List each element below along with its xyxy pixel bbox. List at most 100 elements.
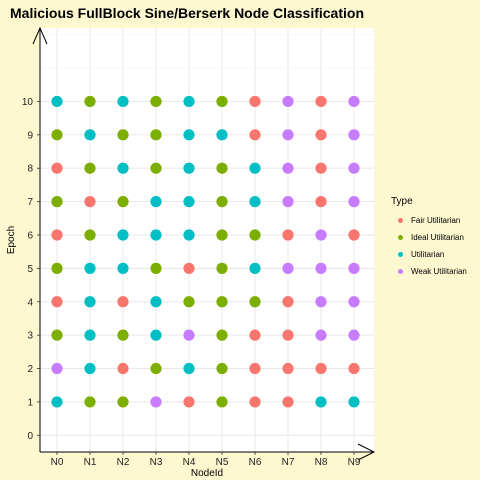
data-point <box>150 396 162 408</box>
x-tick-label: N4 <box>183 457 196 468</box>
data-point <box>150 95 162 108</box>
data-point <box>348 229 360 241</box>
data-point <box>315 162 327 174</box>
data-point <box>315 262 327 274</box>
data-point <box>84 229 96 241</box>
data-point <box>183 196 195 208</box>
data-point <box>216 229 228 241</box>
data-point <box>150 129 162 141</box>
data-point <box>315 396 327 408</box>
legend-item-utilitarian: Utilitarian <box>390 246 467 263</box>
legend-label: Weak Utilitarian <box>411 267 467 276</box>
x-tick-label: N1 <box>84 457 97 468</box>
legend-item-fair: Fair Utilitarian <box>390 212 467 229</box>
data-point <box>315 329 327 341</box>
legend-swatch-fair <box>398 218 403 223</box>
data-point <box>216 95 228 108</box>
data-point <box>51 162 63 174</box>
y-tick-label: 8 <box>27 164 33 175</box>
data-point <box>216 162 228 174</box>
data-point <box>150 196 162 208</box>
chart-title: Malicious FullBlock Sine/Berserk Node Cl… <box>10 5 364 21</box>
data-point <box>117 162 129 174</box>
y-axis-arrow <box>32 26 48 45</box>
legend-item-weak: Weak Utilitarian <box>390 263 467 280</box>
data-point <box>51 95 63 108</box>
legend-title: Type <box>391 196 413 207</box>
data-point <box>150 296 162 308</box>
x-axis-arrow <box>357 443 376 461</box>
data-point <box>348 296 360 308</box>
data-point <box>282 362 294 375</box>
y-tick-label: 5 <box>27 264 33 275</box>
data-point <box>84 362 96 375</box>
data-point <box>150 262 162 274</box>
data-point <box>315 95 327 108</box>
data-point <box>51 262 63 274</box>
data-point <box>51 396 63 408</box>
legend-swatch-weak <box>398 269 403 274</box>
x-tick-label: N0 <box>51 457 64 468</box>
data-point <box>117 396 129 408</box>
x-axis-title: NodeId <box>191 468 223 479</box>
data-point <box>348 162 360 174</box>
data-point <box>315 296 327 308</box>
data-point <box>150 229 162 241</box>
y-tick-label: 1 <box>27 397 33 408</box>
data-point <box>117 296 129 308</box>
data-point <box>348 95 360 108</box>
data-point <box>183 329 195 341</box>
data-point <box>216 196 228 208</box>
y-axis-title: Epoch <box>6 226 17 254</box>
data-point <box>348 329 360 341</box>
data-point <box>84 129 96 141</box>
data-point <box>84 262 96 274</box>
data-point <box>117 362 129 375</box>
data-point <box>150 362 162 375</box>
data-point <box>51 329 63 341</box>
data-point <box>84 162 96 174</box>
data-point <box>348 129 360 141</box>
data-point <box>84 95 96 108</box>
data-point <box>249 296 261 308</box>
data-point <box>216 129 228 141</box>
y-tick-label: 4 <box>27 297 33 308</box>
data-point <box>282 229 294 241</box>
data-point <box>282 329 294 341</box>
data-point <box>216 262 228 274</box>
legend-item-ideal: Ideal Utilitarian <box>390 229 467 246</box>
data-point <box>183 129 195 141</box>
data-point <box>348 262 360 274</box>
x-tick-label: N5 <box>216 457 229 468</box>
y-tick-label: 6 <box>27 230 33 241</box>
y-tick-label: 3 <box>27 331 33 342</box>
data-point <box>117 95 129 108</box>
data-point <box>84 296 96 308</box>
data-point <box>183 95 195 108</box>
data-point <box>282 129 294 141</box>
data-point <box>117 262 129 274</box>
data-point <box>216 329 228 341</box>
data-point <box>315 229 327 241</box>
data-point <box>183 229 195 241</box>
x-tick-label: N2 <box>117 457 130 468</box>
data-point <box>84 396 96 408</box>
data-point <box>150 162 162 174</box>
x-tick-label: N3 <box>150 457 163 468</box>
data-point <box>348 362 360 375</box>
data-point <box>117 229 129 241</box>
data-point <box>117 196 129 208</box>
data-point <box>216 296 228 308</box>
data-point <box>183 296 195 308</box>
data-point <box>183 362 195 375</box>
data-point <box>315 129 327 141</box>
data-point <box>249 329 261 341</box>
data-point <box>183 262 195 274</box>
data-point <box>282 396 294 408</box>
legend-label: Ideal Utilitarian <box>411 233 464 242</box>
y-tick-label: 0 <box>27 431 33 442</box>
data-point <box>249 162 261 174</box>
data-point <box>249 95 261 108</box>
data-point <box>282 262 294 274</box>
data-point <box>51 196 63 208</box>
